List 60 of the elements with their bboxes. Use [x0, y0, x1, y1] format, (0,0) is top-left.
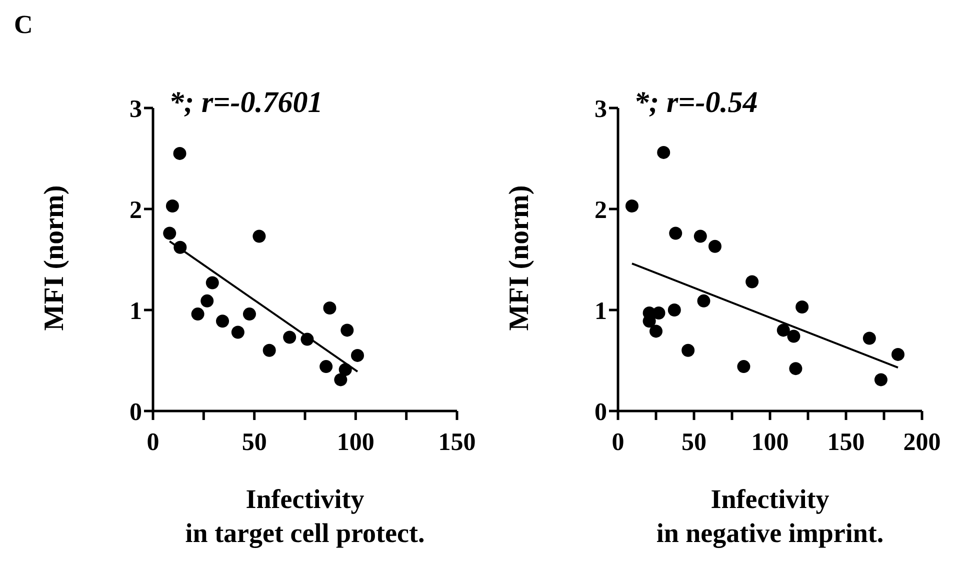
point — [737, 360, 750, 374]
point — [231, 326, 244, 339]
point — [252, 230, 266, 243]
point — [334, 373, 348, 386]
y-tick-label: 1 — [594, 298, 607, 325]
point — [746, 275, 759, 288]
point — [283, 330, 296, 344]
point — [200, 294, 214, 308]
y-tick-label: 0 — [130, 398, 142, 426]
point — [657, 146, 670, 159]
y-tick-label: 1 — [130, 298, 142, 325]
point — [166, 199, 179, 212]
y-tick-label: 3 — [130, 96, 142, 123]
x-tick-label: 50 — [682, 428, 706, 456]
point — [776, 324, 790, 337]
x-tick-label: 100 — [751, 428, 789, 456]
y-tick-label: 0 — [594, 398, 607, 426]
point — [650, 324, 662, 338]
annotation: *; r=-0.54 — [634, 86, 758, 120]
x-tick-label: 100 — [336, 428, 374, 456]
point — [625, 199, 638, 212]
point — [708, 240, 722, 253]
x-axis-title: Infectivity in negative imprint. — [655, 483, 885, 550]
x-tick-label: 0 — [146, 428, 160, 456]
chart-title: C — [14, 10, 33, 40]
point — [340, 324, 354, 337]
x-tick-label: 50 — [242, 428, 267, 456]
point — [668, 304, 681, 316]
point — [216, 314, 230, 328]
point — [320, 360, 333, 374]
point — [874, 373, 888, 386]
point — [669, 226, 682, 240]
point — [652, 306, 666, 320]
point — [891, 348, 904, 361]
point — [789, 362, 802, 376]
x-tick-label: 150 — [827, 428, 865, 456]
x-axis-title: Infectivity in target cell protect. — [184, 483, 426, 550]
x-tick-label: 0 — [612, 428, 624, 456]
point — [694, 230, 707, 243]
point — [206, 276, 219, 290]
point — [796, 300, 809, 314]
point — [163, 226, 176, 240]
point — [787, 330, 800, 343]
point — [262, 344, 276, 357]
point — [323, 301, 336, 314]
point — [173, 146, 186, 160]
point — [862, 332, 876, 345]
x-tick-label: 150 — [438, 428, 476, 456]
x-tick-label: 200 — [903, 428, 941, 456]
point — [191, 308, 204, 321]
y-tick-label: 2 — [130, 196, 142, 224]
annotation: *; r=-0.7601 — [169, 86, 323, 120]
y-tick-label: 2 — [594, 196, 607, 224]
point — [697, 294, 710, 308]
y-axis-title: MFI (norm) — [504, 184, 536, 332]
point — [682, 344, 695, 357]
point — [242, 308, 256, 321]
y-axis-title: MFI (norm) — [39, 184, 71, 332]
y-tick-label: 3 — [594, 96, 607, 123]
point — [350, 348, 364, 362]
